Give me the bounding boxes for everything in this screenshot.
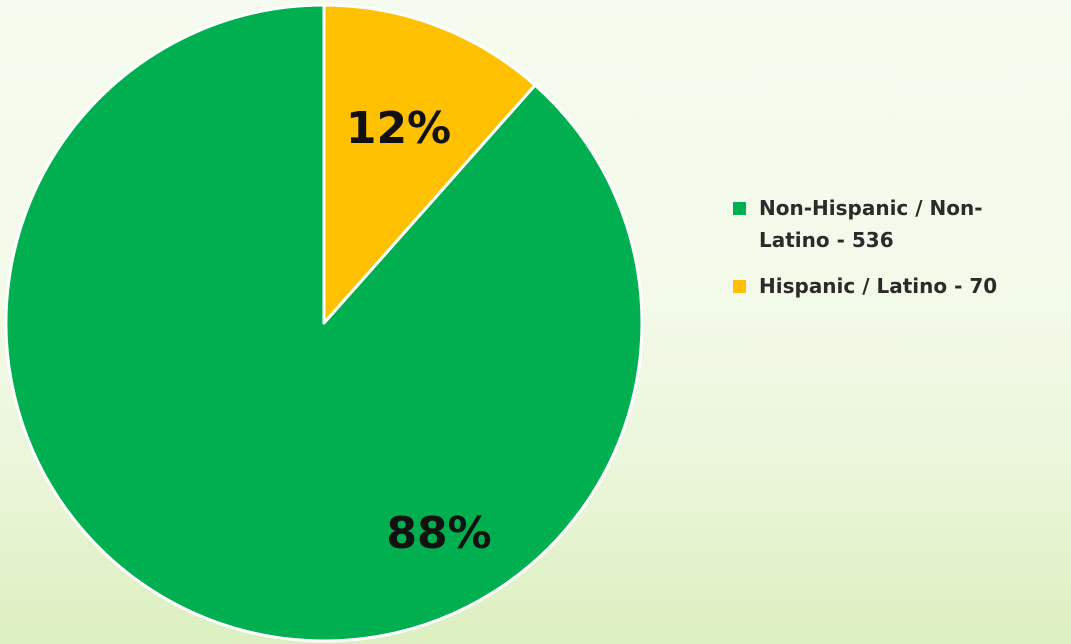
pie-slices [4, 3, 644, 643]
legend: Non-Hispanic / Non-Latino - 536 Hispanic… [733, 192, 1068, 316]
legend-swatch-non-hispanic [733, 202, 746, 215]
legend-label-hispanic: Hispanic / Latino - 70 [759, 274, 998, 298]
pie-slice-hispanic [322, 3, 537, 325]
legend-item-non-hispanic: Non-Hispanic / Non-Latino - 536 [733, 192, 984, 256]
slice-label-non-hispanic: 88% [386, 508, 491, 559]
pie-labels: 88% 12% [346, 103, 492, 559]
legend-item-hispanic: Hispanic / Latino - 70 [733, 270, 1068, 302]
legend-label-non-hispanic: Non-Hispanic / Non-Latino - 536 [759, 196, 983, 252]
slice-label-hispanic: 12% [346, 103, 451, 154]
legend-swatch-hispanic [733, 280, 746, 293]
